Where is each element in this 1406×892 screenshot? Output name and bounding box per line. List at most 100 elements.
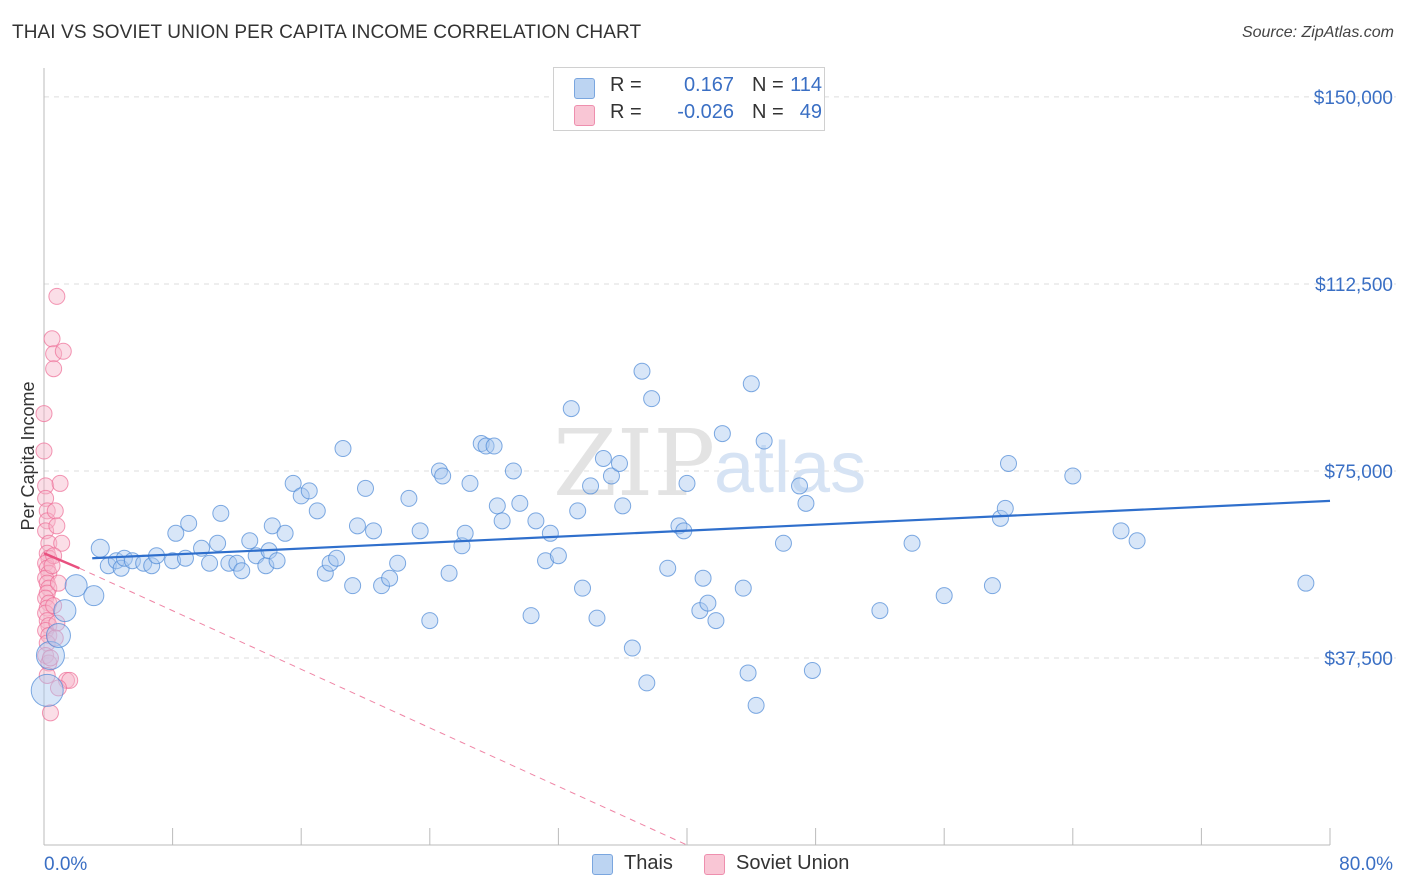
thai-point <box>381 569 399 587</box>
soviet-point <box>54 342 72 360</box>
soviet-point <box>41 704 59 722</box>
soviet-point <box>48 287 66 305</box>
thai-point <box>493 512 511 530</box>
thai-trend-line <box>92 499 1331 560</box>
thai-point <box>803 661 821 679</box>
thai-point <box>485 437 503 455</box>
soviet-point <box>45 345 63 363</box>
thai-point <box>643 390 661 408</box>
thai-point <box>747 696 765 714</box>
x-tick-label: 0.0% <box>44 854 87 875</box>
thai-point <box>268 552 286 570</box>
thai-point <box>167 524 185 542</box>
thai-point <box>344 577 362 595</box>
thai-point <box>522 607 540 625</box>
chart-title: THAI VS SOVIET UNION PER CAPITA INCOME C… <box>12 22 642 43</box>
soviet-point <box>41 649 59 667</box>
thai-points <box>30 362 1315 714</box>
thai-point <box>430 462 448 480</box>
thai-point <box>348 517 366 535</box>
thai-point <box>871 602 889 620</box>
watermark: ZIP atlas <box>553 410 866 517</box>
thai-point <box>35 640 65 670</box>
thai-point <box>241 532 259 550</box>
thai-point <box>400 489 418 507</box>
bottom-legend-swatch-pink <box>704 854 725 875</box>
thai-point <box>365 522 383 540</box>
thai-point <box>212 504 230 522</box>
thai-point <box>284 474 302 492</box>
soviet-point <box>46 629 64 647</box>
thai-point <box>456 524 474 542</box>
thai-point <box>791 477 809 495</box>
soviet-point <box>46 502 64 520</box>
thai-point <box>742 375 760 393</box>
thai-point <box>511 494 529 512</box>
thai-point <box>797 494 815 512</box>
legend-n-value: 114 <box>790 74 822 96</box>
thai-point <box>440 564 458 582</box>
bottom-legend-label: Thais <box>624 852 673 874</box>
thai-point <box>308 502 326 520</box>
thai-point <box>755 432 773 450</box>
thai-point <box>574 579 592 597</box>
thai-point <box>434 467 452 485</box>
soviet-point <box>45 360 63 378</box>
y-tick-label: $37,500 <box>1324 649 1393 670</box>
thai-point <box>1000 454 1017 472</box>
thai-point <box>357 479 374 497</box>
thai-point <box>90 538 110 558</box>
thai-point <box>678 474 696 492</box>
thai-point <box>292 487 310 505</box>
legend-r-value: -0.026 <box>677 101 734 123</box>
thai-point <box>233 562 251 580</box>
thai-point <box>713 425 731 443</box>
thai-point <box>300 482 318 500</box>
thai-point <box>541 524 559 542</box>
soviet-point <box>53 534 71 552</box>
soviet-point <box>48 614 66 632</box>
thai-point <box>549 547 567 565</box>
thai-point <box>610 454 628 472</box>
soviet-trend-extension <box>79 567 688 846</box>
y-tick-label: $150,000 <box>1314 88 1393 109</box>
thai-point <box>1128 532 1146 550</box>
thai-point <box>316 564 334 582</box>
y-axis-label: Per Capita Income <box>18 381 38 530</box>
x-tick-label: 80.0% <box>1339 854 1393 875</box>
thai-point <box>411 522 429 540</box>
thai-point <box>30 673 64 707</box>
legend-swatch-blue <box>574 78 595 99</box>
legend-n-label: N = <box>752 101 784 123</box>
thai-point <box>389 554 407 572</box>
soviet-point <box>37 522 55 540</box>
thai-point <box>562 400 580 418</box>
soviet-point <box>49 574 67 592</box>
thai-point <box>334 440 352 458</box>
thai-point <box>527 512 545 530</box>
bottom-legend-swatch-blue <box>592 854 613 875</box>
soviet-point <box>51 474 69 492</box>
thai-point <box>699 594 717 612</box>
trend-lines <box>43 499 1331 846</box>
thai-point <box>472 435 490 453</box>
bottom-legend-label: Soviet Union <box>736 852 850 874</box>
soviet-point <box>48 517 66 535</box>
axis-layer <box>43 68 1331 846</box>
thai-point <box>53 599 77 623</box>
thai-point <box>602 467 620 485</box>
legend-r-label: R = <box>610 101 642 123</box>
thai-point <box>1297 574 1315 592</box>
thai-point <box>594 450 612 467</box>
soviet-point <box>45 597 63 615</box>
legend-n-label: N = <box>752 74 784 96</box>
soviet-point <box>37 489 55 507</box>
thai-point <box>504 462 522 480</box>
soviet-point <box>37 477 55 495</box>
soviet-point <box>49 679 67 697</box>
thai-point <box>996 499 1014 517</box>
legend-r-label: R = <box>610 74 642 96</box>
thai-point <box>633 362 651 380</box>
legend-r-value: 0.167 <box>683 74 734 96</box>
